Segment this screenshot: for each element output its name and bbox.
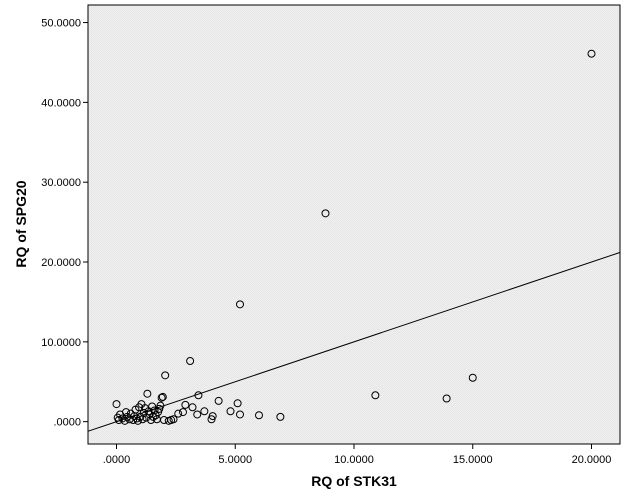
data-point	[226, 407, 235, 416]
data-point	[214, 396, 223, 405]
data-point	[120, 416, 129, 425]
x-axis-title: RQ of STK31	[311, 473, 397, 489]
y-axis-title: RQ of SPG20	[13, 180, 29, 267]
data-point	[276, 412, 285, 421]
x-tick-label: 5.0000	[218, 454, 252, 466]
data-point	[181, 400, 190, 409]
data-point	[114, 416, 123, 425]
data-point	[156, 401, 165, 410]
data-point	[133, 416, 142, 425]
reference-line	[88, 251, 620, 432]
data-point	[188, 403, 197, 412]
data-point	[143, 389, 152, 398]
plot-background	[87, 4, 621, 445]
y-tick-label: .0000	[53, 417, 81, 429]
x-tick-label: .0000	[103, 454, 131, 466]
data-point	[179, 408, 187, 417]
data-point	[193, 410, 202, 419]
data-point	[161, 371, 170, 380]
data-point	[186, 356, 195, 365]
x-tick-label: 10.0000	[334, 454, 374, 466]
data-point	[468, 373, 477, 382]
y-tick-label: 10.0000	[41, 337, 81, 349]
data-point	[122, 408, 130, 417]
data-point	[587, 49, 596, 58]
data-point	[233, 399, 242, 408]
y-tick-label: 20.0000	[41, 257, 81, 269]
data-point	[129, 416, 138, 425]
data-point	[208, 412, 217, 421]
data-point	[148, 402, 157, 411]
y-tick-label: 30.0000	[41, 177, 81, 189]
data-point	[442, 394, 451, 403]
data-point	[157, 393, 166, 402]
data-point	[169, 415, 178, 424]
data-point	[174, 409, 183, 418]
data-point	[371, 391, 380, 400]
data-point	[236, 300, 244, 309]
data-point	[200, 407, 209, 416]
y-tick-label: 40.0000	[41, 97, 81, 109]
data-point	[139, 408, 148, 417]
x-tick-label: 20.0000	[572, 454, 612, 466]
data-point	[321, 209, 330, 218]
y-tick-label: 50.0000	[41, 18, 81, 30]
data-point	[150, 406, 159, 415]
data-point	[158, 392, 167, 401]
x-tick-label: 15.0000	[453, 454, 493, 466]
data-point	[255, 411, 263, 420]
data-point	[194, 391, 203, 400]
data-point	[112, 400, 121, 409]
data-point	[236, 410, 244, 419]
